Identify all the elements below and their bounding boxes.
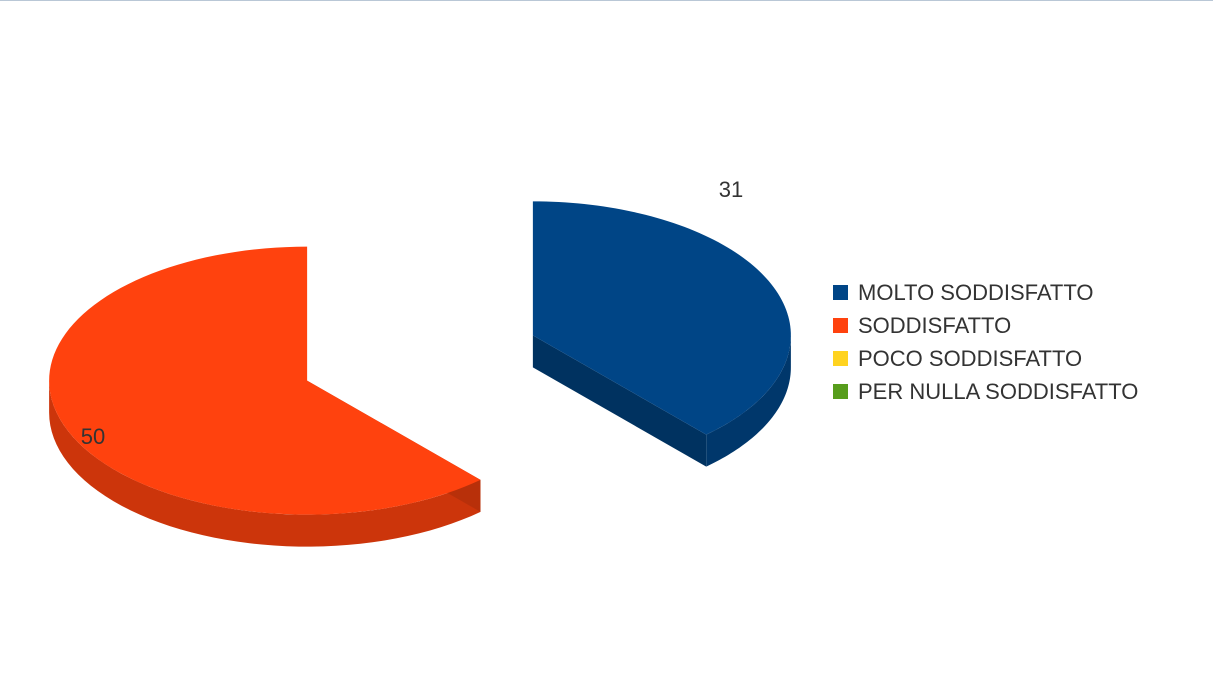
- legend-label-poco-soddisfatto: POCO SODDISFATTO: [858, 345, 1083, 371]
- legend-label-molto-soddisfatto: MOLTO SODDISFATTO: [858, 279, 1094, 305]
- pie-slice-soddisfatto: [49, 246, 481, 547]
- slice-top-face: [49, 246, 481, 515]
- pie-slice-molto-soddisfatto: [532, 201, 791, 467]
- data-label-soddisfatto: 50: [81, 424, 105, 449]
- legend-item-poco-soddisfatto: POCO SODDISFATTO: [833, 342, 1138, 375]
- slice-cut-wall: [532, 335, 707, 467]
- legend-swatch-soddisfatto: [833, 318, 848, 333]
- slice-outer-wall: [706, 335, 791, 467]
- data-label-molto-soddisfatto: 31: [719, 177, 743, 202]
- slice-outer-wall: [49, 380, 481, 547]
- chart-legend: MOLTO SODDISFATTO SODDISFATTO POCO SODDI…: [833, 276, 1138, 408]
- legend-swatch-molto-soddisfatto: [833, 285, 848, 300]
- legend-label-soddisfatto: SODDISFATTO: [858, 312, 1012, 338]
- chart-top-border: [0, 0, 1213, 1]
- legend-item-per-nulla-soddisfatto: PER NULLA SODDISFATTO: [833, 375, 1138, 408]
- slice-top-face: [532, 201, 791, 435]
- legend-label-per-nulla-soddisfatto: PER NULLA SODDISFATTO: [858, 378, 1139, 404]
- legend-item-molto-soddisfatto: MOLTO SODDISFATTO: [833, 276, 1138, 309]
- legend-item-soddisfatto: SODDISFATTO: [833, 309, 1138, 342]
- legend-swatch-per-nulla-soddisfatto: [833, 384, 848, 399]
- legend-swatch-poco-soddisfatto: [833, 351, 848, 366]
